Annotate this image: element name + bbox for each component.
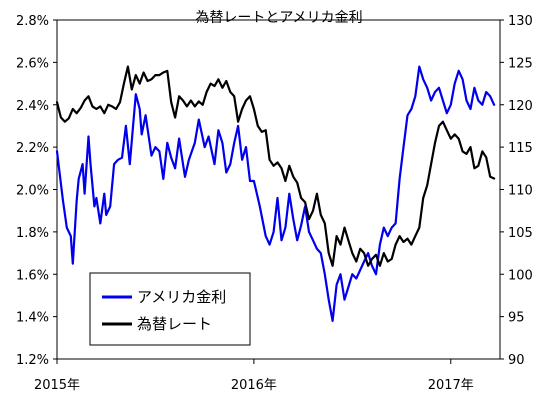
series-line-us-rate: [55, 65, 496, 322]
y-left-tick-label: 1.6%: [16, 268, 49, 283]
y-right-tick-label: 90: [508, 353, 525, 368]
y-right-tick-label: 105: [508, 226, 533, 241]
legend: アメリカ金利 為替レート: [89, 272, 251, 346]
x-tick-label: 2017年: [428, 378, 474, 393]
y-left-tick-label: 2.6%: [16, 56, 49, 71]
y-left-tick-label: 2.8%: [16, 14, 49, 29]
y-left-tick-label: 2.0%: [16, 184, 49, 199]
y-right-tick-label: 110: [508, 184, 533, 199]
y-left-tick-label: 1.4%: [16, 311, 49, 326]
x-tick-label: 2016年: [231, 378, 277, 393]
y-left-tick-label: 1.8%: [16, 226, 49, 241]
y-right-tick-label: 125: [508, 56, 533, 71]
x-tick-label: 2015年: [34, 378, 80, 393]
y-right-tick-label: 100: [508, 268, 533, 283]
legend-label-rate: アメリカ金利: [137, 288, 226, 306]
y-right-tick-label: 115: [508, 141, 533, 156]
y-left-tick-label: 2.2%: [16, 141, 49, 156]
y-left-tick-label: 2.4%: [16, 99, 49, 114]
series-line-fx-rate: [55, 65, 496, 267]
y-right-tick-label: 120: [508, 99, 533, 114]
legend-label-fx: 為替レート: [137, 315, 212, 333]
y-right-tick-label: 95: [508, 311, 525, 326]
chart-title: 為替レートとアメリカ金利: [195, 10, 362, 26]
y-left-tick-label: 1.2%: [16, 353, 49, 368]
y-right-tick-label: 130: [508, 14, 533, 29]
legend-box: [89, 272, 251, 346]
